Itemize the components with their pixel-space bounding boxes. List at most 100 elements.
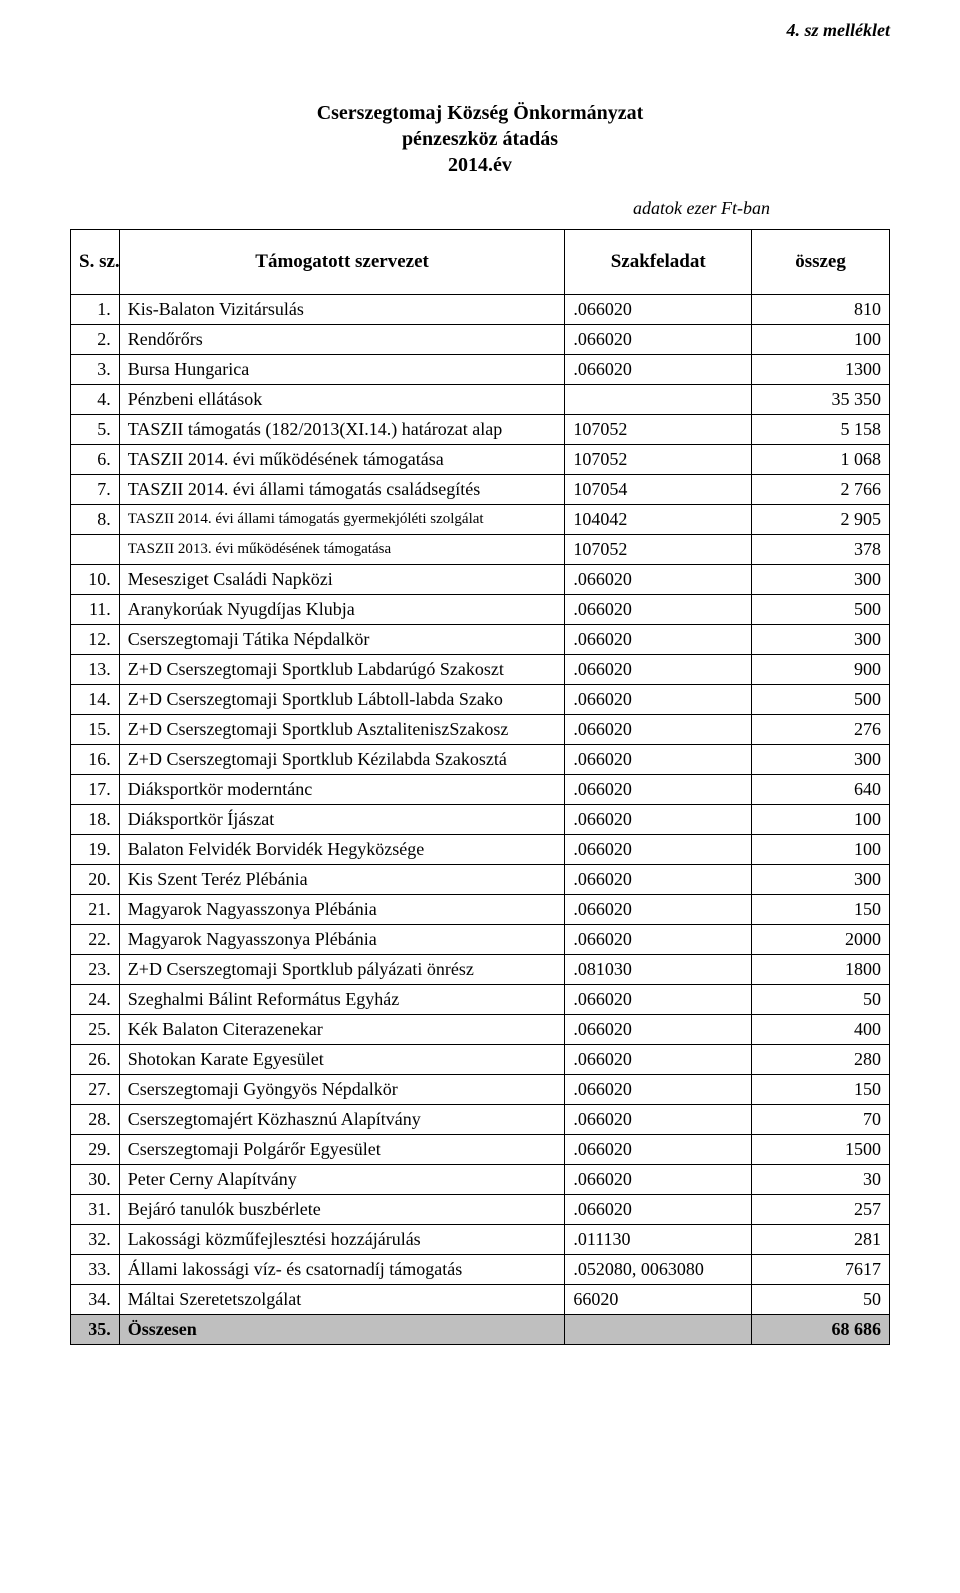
row-organization: TASZII 2014. évi működésének támogatása — [119, 445, 565, 475]
row-organization: Mesesziget Családi Napközi — [119, 565, 565, 595]
table-row: 19.Balaton Felvidék Borvidék Hegyközsége… — [71, 835, 890, 865]
row-amount: 150 — [752, 1075, 890, 1105]
row-task-code: .066020 — [565, 715, 752, 745]
row-amount: 300 — [752, 565, 890, 595]
row-organization: Shotokan Karate Egyesület — [119, 1045, 565, 1075]
table-row: 29.Cserszegtomaji Polgárőr Egyesület.066… — [71, 1135, 890, 1165]
row-number: 23. — [71, 955, 120, 985]
row-task-code: 104042 — [565, 505, 752, 535]
total-task — [565, 1315, 752, 1345]
row-task-code: .066020 — [565, 625, 752, 655]
row-amount: 300 — [752, 865, 890, 895]
table-row: 32.Lakossági közműfejlesztési hozzájárul… — [71, 1225, 890, 1255]
row-task-code: .052080, 0063080 — [565, 1255, 752, 1285]
row-organization: Z+D Cserszegtomaji Sportklub Kézilabda S… — [119, 745, 565, 775]
table-row: 14.Z+D Cserszegtomaji Sportklub Lábtoll-… — [71, 685, 890, 715]
table-row: 30.Peter Cerny Alapítvány.06602030 — [71, 1165, 890, 1195]
row-task-code: .066020 — [565, 775, 752, 805]
row-amount: 1 068 — [752, 445, 890, 475]
row-organization: Bejáró tanulók buszbérlete — [119, 1195, 565, 1225]
row-organization: Máltai Szeretetszolgálat — [119, 1285, 565, 1315]
table-row: 2.Rendőrőrs.066020100 — [71, 325, 890, 355]
row-task-code: .066020 — [565, 355, 752, 385]
row-organization: Aranykorúak Nyugdíjas Klubja — [119, 595, 565, 625]
row-organization: Z+D Cserszegtomaji Sportklub Lábtoll-lab… — [119, 685, 565, 715]
row-organization: Magyarok Nagyasszonya Plébánia — [119, 895, 565, 925]
row-organization: Diáksportkör moderntánc — [119, 775, 565, 805]
row-amount: 70 — [752, 1105, 890, 1135]
row-number: 11. — [71, 595, 120, 625]
row-organization: Rendőrőrs — [119, 325, 565, 355]
row-number: 20. — [71, 865, 120, 895]
page: 4. sz melléklet Cserszegtomaj Község Önk… — [0, 0, 960, 1425]
row-number: 15. — [71, 715, 120, 745]
row-organization: Peter Cerny Alapítvány — [119, 1165, 565, 1195]
row-number: 17. — [71, 775, 120, 805]
col-header-amount: összeg — [752, 230, 890, 295]
row-organization: TASZII 2013. évi működésének támogatása — [119, 535, 565, 565]
row-organization: Cserszegtomajért Közhasznú Alapítvány — [119, 1105, 565, 1135]
row-amount: 500 — [752, 595, 890, 625]
row-amount: 281 — [752, 1225, 890, 1255]
table-row: 25.Kék Balaton Citerazenekar.066020400 — [71, 1015, 890, 1045]
col-header-task: Szakfeladat — [565, 230, 752, 295]
row-task-code: .066020 — [565, 655, 752, 685]
row-amount: 1300 — [752, 355, 890, 385]
row-amount: 300 — [752, 745, 890, 775]
table-row: 7.TASZII 2014. évi állami támogatás csal… — [71, 475, 890, 505]
row-task-code: .066020 — [565, 925, 752, 955]
row-task-code: .066020 — [565, 865, 752, 895]
table-row: 21.Magyarok Nagyasszonya Plébánia.066020… — [71, 895, 890, 925]
table-row: 11.Aranykorúak Nyugdíjas Klubja.06602050… — [71, 595, 890, 625]
row-number — [71, 535, 120, 565]
row-task-code: .066020 — [565, 1195, 752, 1225]
row-amount: 5 158 — [752, 415, 890, 445]
row-number: 33. — [71, 1255, 120, 1285]
table-row: 27.Cserszegtomaji Gyöngyös Népdalkör.066… — [71, 1075, 890, 1105]
row-amount: 150 — [752, 895, 890, 925]
row-number: 27. — [71, 1075, 120, 1105]
row-amount: 100 — [752, 325, 890, 355]
row-number: 22. — [71, 925, 120, 955]
table-row: 34.Máltai Szeretetszolgálat6602050 — [71, 1285, 890, 1315]
table-row: 18.Diáksportkör Íjászat.066020100 — [71, 805, 890, 835]
table-row: 10.Mesesziget Családi Napközi.066020300 — [71, 565, 890, 595]
row-amount: 2 766 — [752, 475, 890, 505]
row-task-code: .066020 — [565, 745, 752, 775]
table-total-row: 35.Összesen68 686 — [71, 1315, 890, 1345]
row-organization: TASZII 2014. évi állami támogatás család… — [119, 475, 565, 505]
row-task-code: .066020 — [565, 595, 752, 625]
title-line-1: Cserszegtomaj Község Önkormányzat — [70, 100, 890, 126]
table-row: 24.Szeghalmi Bálint Református Egyház.06… — [71, 985, 890, 1015]
table-row: 12.Cserszegtomaji Tátika Népdalkör.06602… — [71, 625, 890, 655]
row-organization: Kis-Balaton Vizitársulás — [119, 295, 565, 325]
attachment-label: 4. sz melléklet — [787, 20, 890, 41]
row-number: 24. — [71, 985, 120, 1015]
table-row: TASZII 2013. évi működésének támogatása1… — [71, 535, 890, 565]
row-task-code: .066020 — [565, 895, 752, 925]
row-task-code: .081030 — [565, 955, 752, 985]
row-number: 32. — [71, 1225, 120, 1255]
row-organization: Magyarok Nagyasszonya Plébánia — [119, 925, 565, 955]
total-number: 35. — [71, 1315, 120, 1345]
row-organization: Z+D Cserszegtomaji Sportklub pályázati ö… — [119, 955, 565, 985]
row-organization: Kék Balaton Citerazenekar — [119, 1015, 565, 1045]
row-number: 34. — [71, 1285, 120, 1315]
row-number: 28. — [71, 1105, 120, 1135]
row-number: 6. — [71, 445, 120, 475]
row-task-code: .066020 — [565, 1165, 752, 1195]
row-organization: Cserszegtomaji Polgárőr Egyesület — [119, 1135, 565, 1165]
title-line-3: 2014.év — [70, 152, 890, 178]
row-amount: 50 — [752, 1285, 890, 1315]
row-task-code: 107052 — [565, 415, 752, 445]
row-number: 13. — [71, 655, 120, 685]
row-number: 2. — [71, 325, 120, 355]
total-label: Összesen — [119, 1315, 565, 1345]
table-row: 8.TASZII 2014. évi állami támogatás gyer… — [71, 505, 890, 535]
table-row: 22.Magyarok Nagyasszonya Plébánia.066020… — [71, 925, 890, 955]
row-amount: 280 — [752, 1045, 890, 1075]
row-task-code: .066020 — [565, 295, 752, 325]
row-amount: 30 — [752, 1165, 890, 1195]
table-row: 15.Z+D Cserszegtomaji Sportklub Asztalit… — [71, 715, 890, 745]
row-number: 25. — [71, 1015, 120, 1045]
